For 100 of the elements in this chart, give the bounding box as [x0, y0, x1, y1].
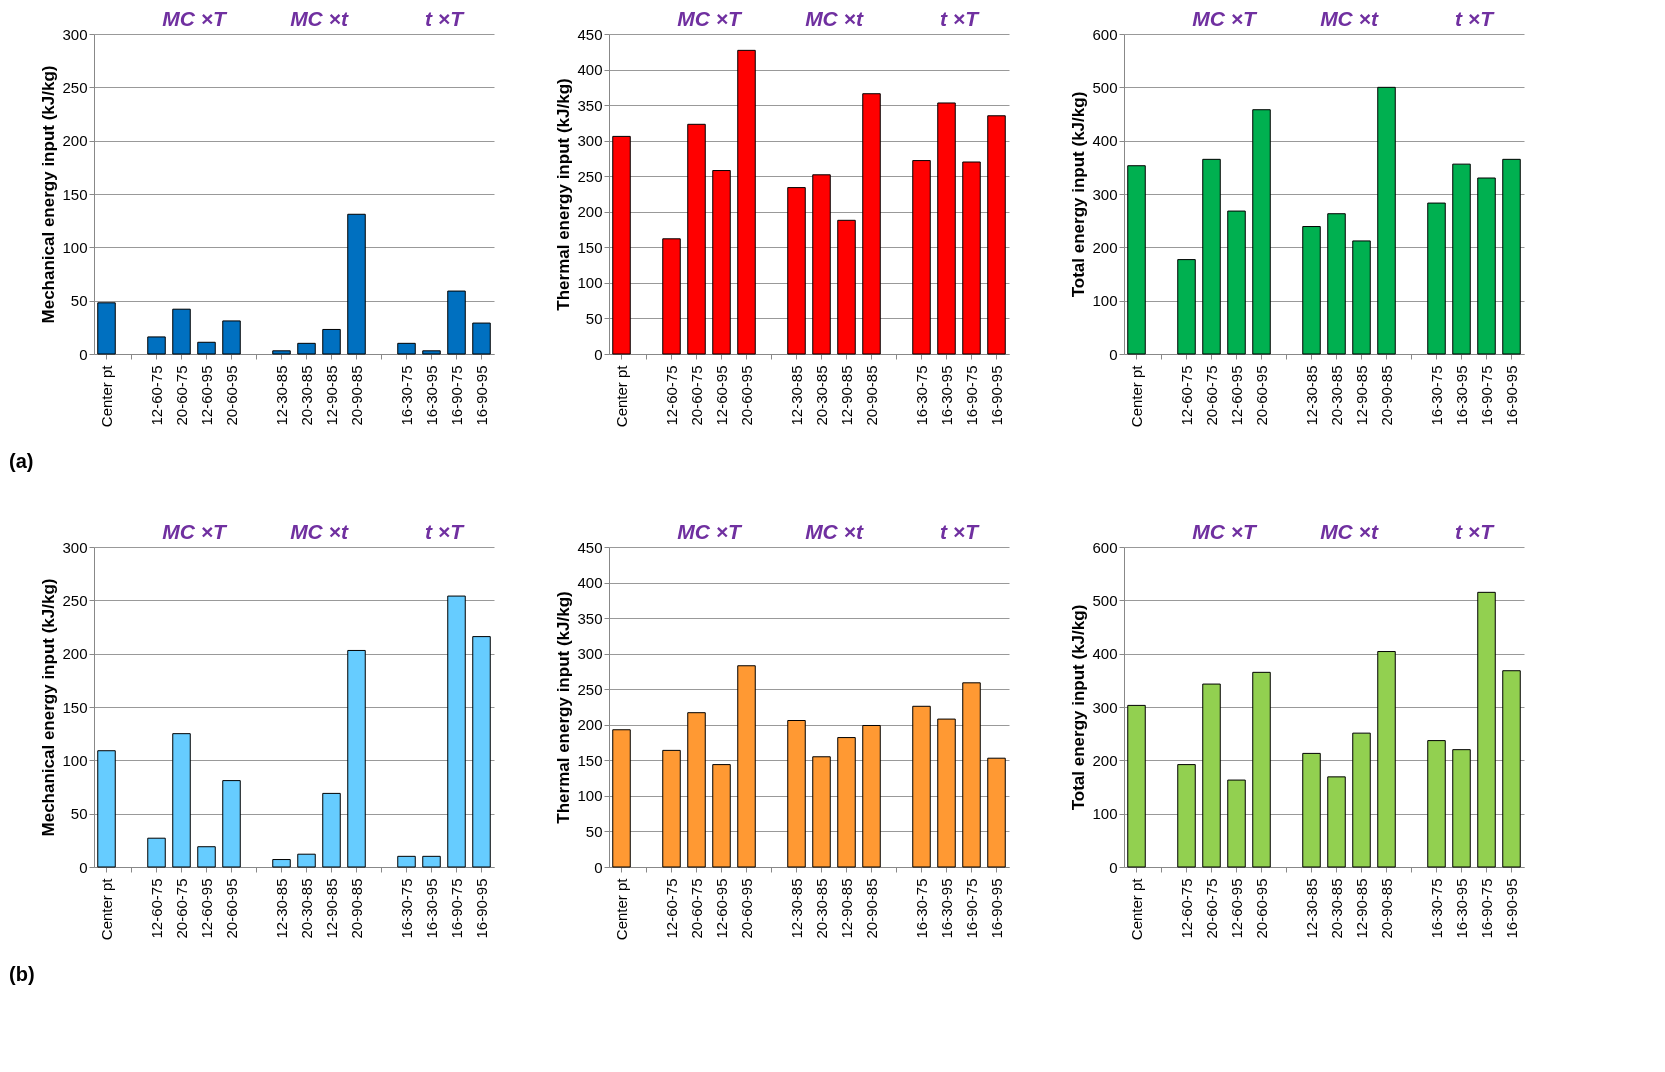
text: MC ×t — [290, 7, 349, 30]
text: t ×T — [425, 7, 466, 30]
bar — [272, 859, 291, 868]
bar — [812, 174, 831, 355]
x-tick-label: 12-60-75 — [147, 365, 165, 426]
bar — [97, 302, 116, 355]
x-tick-label: 12-90-85 — [322, 365, 340, 426]
x-tick-label: 16-90-75 — [962, 365, 980, 426]
bar — [197, 341, 216, 355]
y-tick-label: 300 — [577, 132, 603, 150]
x-tick-label: 12-30-85 — [1302, 365, 1320, 426]
x-tick-label: 16-90-75 — [447, 878, 465, 939]
y-tick-label: 0 — [1109, 345, 1118, 363]
y-tick-label: 200 — [577, 716, 603, 734]
bar — [1352, 240, 1371, 355]
text: (a) — [9, 450, 34, 472]
x-tick-label: 12-90-85 — [837, 365, 855, 426]
y-tick-label: 400 — [1092, 645, 1118, 663]
y-tick-label: 150 — [577, 238, 603, 256]
y-tick-label: 100 — [1092, 805, 1118, 823]
bar — [1352, 732, 1371, 868]
y-axis-title: Total energy input (kJ/kg) — [1069, 604, 1089, 811]
bar — [1177, 259, 1196, 355]
bar — [687, 712, 706, 868]
bar — [662, 238, 681, 355]
y-tick-label: 150 — [62, 698, 88, 716]
y-tick-label: 250 — [577, 167, 603, 185]
x-tick-label: Center pt — [97, 364, 115, 428]
bar — [347, 649, 366, 868]
x-tick-label: 16-90-75 — [1477, 878, 1495, 939]
y-tick-label: 250 — [577, 680, 603, 698]
x-tick-label: 16-30-95 — [937, 365, 955, 426]
text: MC ×t — [1320, 520, 1379, 543]
y-tick-label: 500 — [1092, 591, 1118, 609]
x-tick-label: 12-90-85 — [1352, 365, 1370, 426]
bar — [737, 665, 756, 868]
bar — [812, 756, 831, 868]
y-tick-label: 150 — [577, 751, 603, 769]
y-axis-title: Thermal energy input (kJ/kg) — [554, 591, 574, 824]
bar — [347, 213, 366, 355]
bar — [472, 322, 491, 355]
x-tick-label: 12-90-85 — [322, 878, 340, 939]
x-tick-label: 12-60-95 — [1227, 878, 1245, 939]
x-tick-label: 12-30-85 — [787, 365, 805, 426]
x-tick-label: Center pt — [612, 877, 630, 941]
bar — [862, 724, 881, 868]
text: t ×T — [940, 520, 981, 543]
bar — [172, 308, 191, 355]
bar — [712, 170, 731, 355]
x-tick-label: 20-60-95 — [1252, 365, 1270, 426]
x-tick-label: 12-60-95 — [712, 878, 730, 939]
y-tick-label: 100 — [62, 238, 88, 256]
x-tick-label: 16-90-95 — [472, 878, 490, 939]
bar — [937, 718, 956, 868]
x-tick-label: 16-30-95 — [1452, 365, 1470, 426]
text: MC ×T — [162, 7, 228, 30]
x-tick-label: 12-60-75 — [147, 878, 165, 939]
x-tick-label: 20-60-75 — [1202, 365, 1220, 426]
y-tick-label: 200 — [62, 645, 88, 663]
bar — [297, 342, 316, 355]
bar — [1302, 752, 1321, 868]
x-tick-label: 20-90-85 — [862, 365, 880, 426]
y-tick-label: 200 — [62, 132, 88, 150]
x-tick-label: 16-30-95 — [937, 878, 955, 939]
x-tick-label: 16-30-75 — [397, 878, 415, 939]
bar — [612, 729, 631, 868]
y-tick-label: 300 — [577, 645, 603, 663]
x-tick-label: 16-90-95 — [472, 365, 490, 426]
y-axis-title: Total energy input (kJ/kg) — [1069, 91, 1089, 298]
bar — [97, 750, 116, 868]
text: t ×T — [425, 520, 466, 543]
text: MC ×T — [1192, 7, 1258, 30]
y-tick-label: 50 — [70, 292, 88, 310]
bar — [147, 837, 166, 868]
y-tick-label: 50 — [585, 822, 603, 840]
y-tick-label: 200 — [1092, 238, 1118, 256]
x-tick-label: 12-60-95 — [197, 365, 215, 426]
bar — [1502, 670, 1521, 868]
x-tick-label: 16-30-95 — [1452, 878, 1470, 939]
x-tick-label: 20-60-95 — [737, 365, 755, 426]
y-tick-label: 100 — [1092, 292, 1118, 310]
bar — [1252, 671, 1271, 868]
y-tick-label: 100 — [62, 751, 88, 769]
text: t ×T — [1455, 520, 1496, 543]
bar — [687, 123, 706, 355]
x-tick-label: 20-60-75 — [687, 878, 705, 939]
x-tick-label: 20-30-85 — [297, 365, 315, 426]
bar — [447, 290, 466, 355]
x-tick-label: 16-90-75 — [1477, 365, 1495, 426]
x-tick-label: 16-30-75 — [1427, 878, 1445, 939]
x-tick-label: 16-90-95 — [1502, 365, 1520, 426]
y-tick-label: 0 — [594, 858, 603, 876]
bar — [397, 855, 416, 868]
bar — [147, 336, 166, 355]
y-tick-label: 300 — [62, 538, 88, 556]
y-axis-title: Mechanical energy input (kJ/kg) — [39, 65, 59, 324]
bar — [397, 342, 416, 355]
x-tick-label: 12-60-95 — [197, 878, 215, 939]
x-tick-label: 16-30-95 — [422, 878, 440, 939]
y-axis-title: Thermal energy input (kJ/kg) — [554, 78, 574, 311]
